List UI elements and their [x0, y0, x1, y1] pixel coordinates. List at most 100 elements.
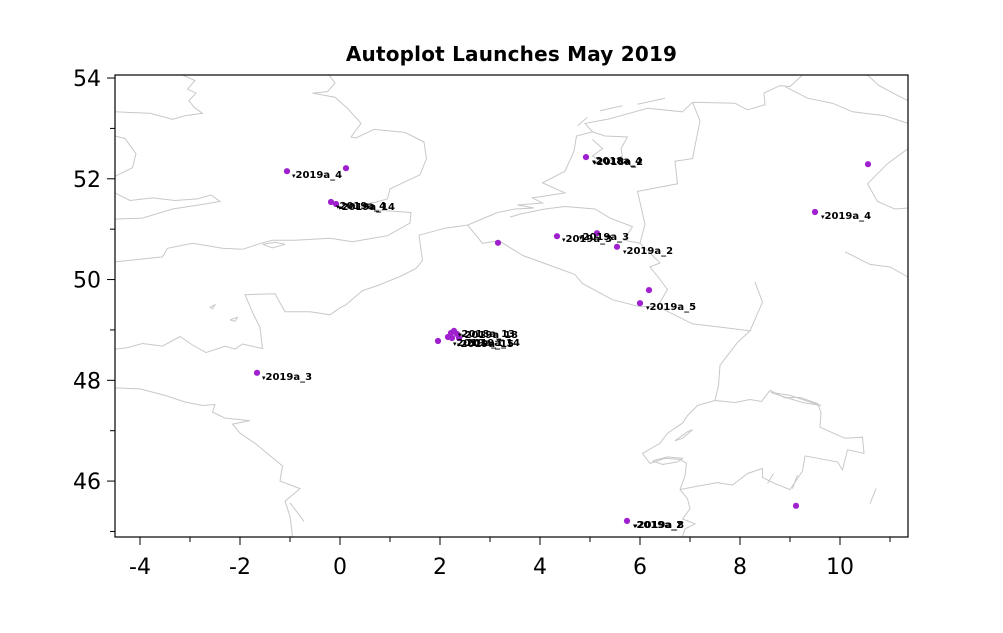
- x-tick-label: 4: [533, 555, 547, 580]
- map-outline-path: [866, 148, 909, 210]
- launch-label: ▾2019a_14: [338, 202, 395, 213]
- launch-label: ▾2019a_18: [461, 330, 518, 341]
- launch-point[interactable]: [593, 230, 601, 237]
- launch-label: ▾2019a_4: [336, 201, 386, 212]
- launch-point[interactable]: [434, 337, 442, 345]
- label-text: 2019a_1: [457, 338, 504, 349]
- label-arrow-icon: ▾: [634, 522, 638, 530]
- launch-point[interactable]: [553, 233, 561, 240]
- map-outline-path: [114, 74, 204, 120]
- label-text: 2019a_18: [465, 330, 519, 341]
- chart-title: Autoplot Launches May 2019: [345, 42, 678, 66]
- x-tick-label: 8: [733, 555, 747, 580]
- label-arrow-icon: ▾: [821, 213, 825, 221]
- label-arrow-icon: ▾: [292, 172, 296, 180]
- launch-point[interactable]: [811, 208, 819, 216]
- label-arrow-icon: ▾: [579, 234, 583, 242]
- launch-label: ▾2019a_1: [453, 338, 503, 349]
- y-tick-label: 46: [73, 470, 101, 495]
- launch-point[interactable]: [645, 287, 653, 294]
- launch-point[interactable]: [283, 168, 291, 175]
- label-arrow-icon: ▾: [461, 332, 465, 340]
- x-tick-label: 2: [433, 555, 447, 580]
- label-arrow-icon: ▾: [623, 248, 627, 256]
- label-arrow-icon: ▾: [633, 522, 637, 530]
- launch-label: ▾2018a_2: [593, 157, 643, 168]
- label-arrow-icon: ▾: [262, 374, 266, 382]
- map-outline-path: [652, 456, 684, 466]
- label-text: 2019a_4: [340, 201, 387, 212]
- map-outline-path: [844, 251, 909, 278]
- launch-point[interactable]: [332, 200, 340, 208]
- map-outline-path: [289, 502, 305, 522]
- map-outline-path: [867, 74, 909, 102]
- launch-label: ▾2018a_13: [458, 329, 515, 340]
- label-text: 2019a_14: [342, 202, 396, 213]
- label-text: 2019a_5: [650, 302, 697, 313]
- launch-label: ▾2019a_3: [579, 232, 629, 243]
- launch-point[interactable]: [494, 239, 502, 246]
- launch-label: ▾2019a_4: [821, 211, 871, 222]
- label-text: 2019a_15: [461, 339, 515, 350]
- launch-label: ▾2019a_4: [292, 170, 342, 181]
- label-text: 2018a_2: [597, 157, 644, 168]
- launch-label: ▾2019a_15: [457, 339, 514, 350]
- label-text: 2019a_4: [825, 211, 872, 222]
- label-text: 2019a_14: [467, 338, 521, 349]
- label-arrow-icon: ▾: [338, 204, 342, 212]
- launch-label: ▾2019a_3: [562, 234, 612, 245]
- label-arrow-icon: ▾: [463, 340, 467, 348]
- map-outline-path: [262, 241, 286, 249]
- launch-label: ▾2019a_14: [463, 338, 520, 349]
- map-outline-path: [114, 387, 301, 537]
- launch-point[interactable]: [253, 369, 261, 376]
- label-text: 2018a_13: [462, 329, 516, 340]
- launch-point[interactable]: [623, 517, 631, 525]
- x-tick-label: -4: [129, 555, 151, 580]
- x-tick-label: 10: [826, 555, 854, 580]
- launch-label: ▾2019a_5: [646, 302, 696, 313]
- launch-label: ▾2019a_3: [262, 372, 312, 383]
- map-outline-path: [114, 74, 803, 354]
- map-outline-path: [591, 131, 629, 164]
- map-outline-path: [770, 391, 822, 406]
- map-outline-path: [792, 474, 798, 489]
- map-outline-path: [114, 192, 222, 220]
- launch-point[interactable]: [582, 154, 590, 161]
- label-arrow-icon: ▾: [593, 159, 597, 167]
- launch-point[interactable]: [342, 165, 350, 172]
- label-text: 2019a_4: [296, 170, 343, 181]
- y-tick-label: 52: [73, 168, 101, 193]
- x-tick-label: -2: [229, 555, 251, 580]
- x-tick-label: 6: [633, 555, 647, 580]
- label-text: 2019a_3: [583, 232, 630, 243]
- x-tick-label: 0: [333, 555, 347, 580]
- label-text: 2019a_8: [638, 520, 685, 531]
- launch-point[interactable]: [792, 502, 800, 509]
- launch-point[interactable]: [864, 161, 872, 168]
- launch-point[interactable]: [455, 334, 463, 342]
- launch-label: ▾2019a_2: [633, 520, 683, 531]
- y-tick-label: 50: [73, 269, 101, 294]
- map-outline-path: [209, 303, 217, 310]
- map-outline-path: [636, 102, 701, 244]
- map-outline-path: [767, 473, 774, 484]
- launch-label: ▾2018a_4: [592, 156, 642, 167]
- launch-label: ▾2019a_8: [634, 520, 684, 531]
- launch-point[interactable]: [613, 243, 621, 250]
- launch-point[interactable]: [327, 198, 335, 206]
- map-outline-path: [467, 205, 669, 308]
- y-tick-label: 48: [73, 369, 101, 394]
- y-tick-label: 54: [73, 67, 101, 92]
- map-outline-path: [869, 488, 877, 504]
- launch-point[interactable]: [636, 300, 644, 307]
- label-arrow-icon: ▾: [457, 341, 461, 349]
- plot-frame: [114, 74, 909, 538]
- launch-label: ▾2019a_2: [623, 246, 673, 257]
- label-arrow-icon: ▾: [458, 331, 462, 339]
- map-outline-path: [637, 97, 666, 105]
- label-text: 2019a_3: [266, 372, 313, 383]
- launch-point[interactable]: [448, 334, 456, 342]
